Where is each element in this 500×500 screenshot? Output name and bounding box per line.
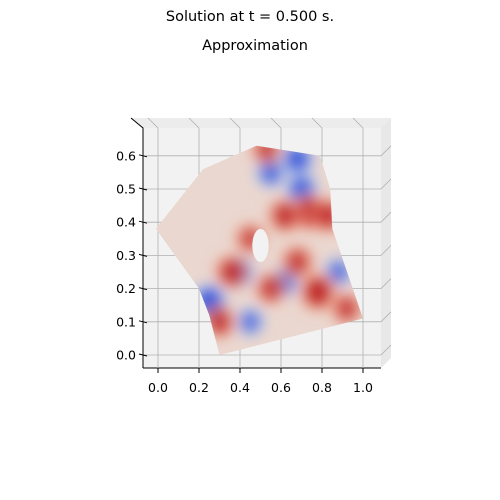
grid-line-x-back [352, 117, 364, 129]
y-tick-label: 0.6 [116, 148, 136, 163]
y-tick-mark [138, 287, 148, 291]
y-tick-label: 0.0 [116, 348, 136, 363]
figure-suptitle: Solution at t = 0.500 s. [165, 9, 335, 25]
x-tick-label: 0.0 [148, 380, 168, 395]
surface-extremum-red [256, 145, 278, 161]
x-tick-label: 0.4 [230, 380, 250, 395]
grid-line-y-side [380, 211, 392, 223]
grid-line-y-side [380, 145, 392, 157]
x-tick-label: 1.0 [353, 380, 373, 395]
surface-hole [252, 228, 269, 263]
y-tick-label: 0.2 [116, 281, 136, 296]
y-tick-mark [138, 253, 148, 257]
grid-line-x-back [147, 117, 159, 129]
grid-line-x-back [311, 117, 323, 129]
back-pane [131, 118, 391, 128]
surface-extremum-blue [259, 160, 282, 185]
y-tick-label: 0.1 [116, 314, 136, 329]
surface-extremum-red [304, 277, 331, 307]
x-tick-label: 0.2 [189, 380, 209, 395]
grid-line-y-side [380, 278, 392, 289]
y-tick-mark [138, 187, 148, 191]
surface-extremum-red [335, 296, 358, 321]
grid-line-x-back [188, 117, 200, 129]
surface-extremum-red [259, 276, 282, 301]
surface-extremum-blue [328, 260, 349, 284]
grid-line-x-back [270, 117, 282, 129]
y-tick-mark [138, 220, 148, 224]
chart-title: Approximation [202, 38, 308, 54]
y-tick-mark [138, 320, 148, 324]
axis-ticks: 0.0 0.2 0.4 0.6 0.8 1.0 0.0 0.1 0.2 0.3 0.4 0.5 0.6 [116, 148, 373, 395]
x-tick-label: 0.6 [271, 380, 291, 395]
grid-line-x-back [229, 117, 241, 129]
grid-line-y-side [380, 311, 392, 323]
grid-line-y-side [380, 245, 392, 256]
side-pane [381, 118, 391, 368]
x-tick-label: 0.8 [312, 380, 332, 395]
y-tick-mark [138, 154, 148, 158]
surface-extremum-red [286, 249, 309, 275]
y-tick-label: 0.5 [116, 182, 136, 197]
y-tick-label: 0.4 [116, 215, 136, 230]
surface-extremum-blue [240, 310, 261, 334]
y-tick-label: 0.3 [116, 248, 136, 263]
surface-extremum-red [220, 259, 244, 285]
y-tick-mark [138, 353, 148, 357]
surface-extremum-red [208, 309, 231, 335]
grid-line-y-side [380, 344, 392, 356]
grid-line-y-side [380, 178, 392, 190]
axis-spine-left [130, 117, 144, 368]
surface-extremum-red [273, 202, 297, 229]
